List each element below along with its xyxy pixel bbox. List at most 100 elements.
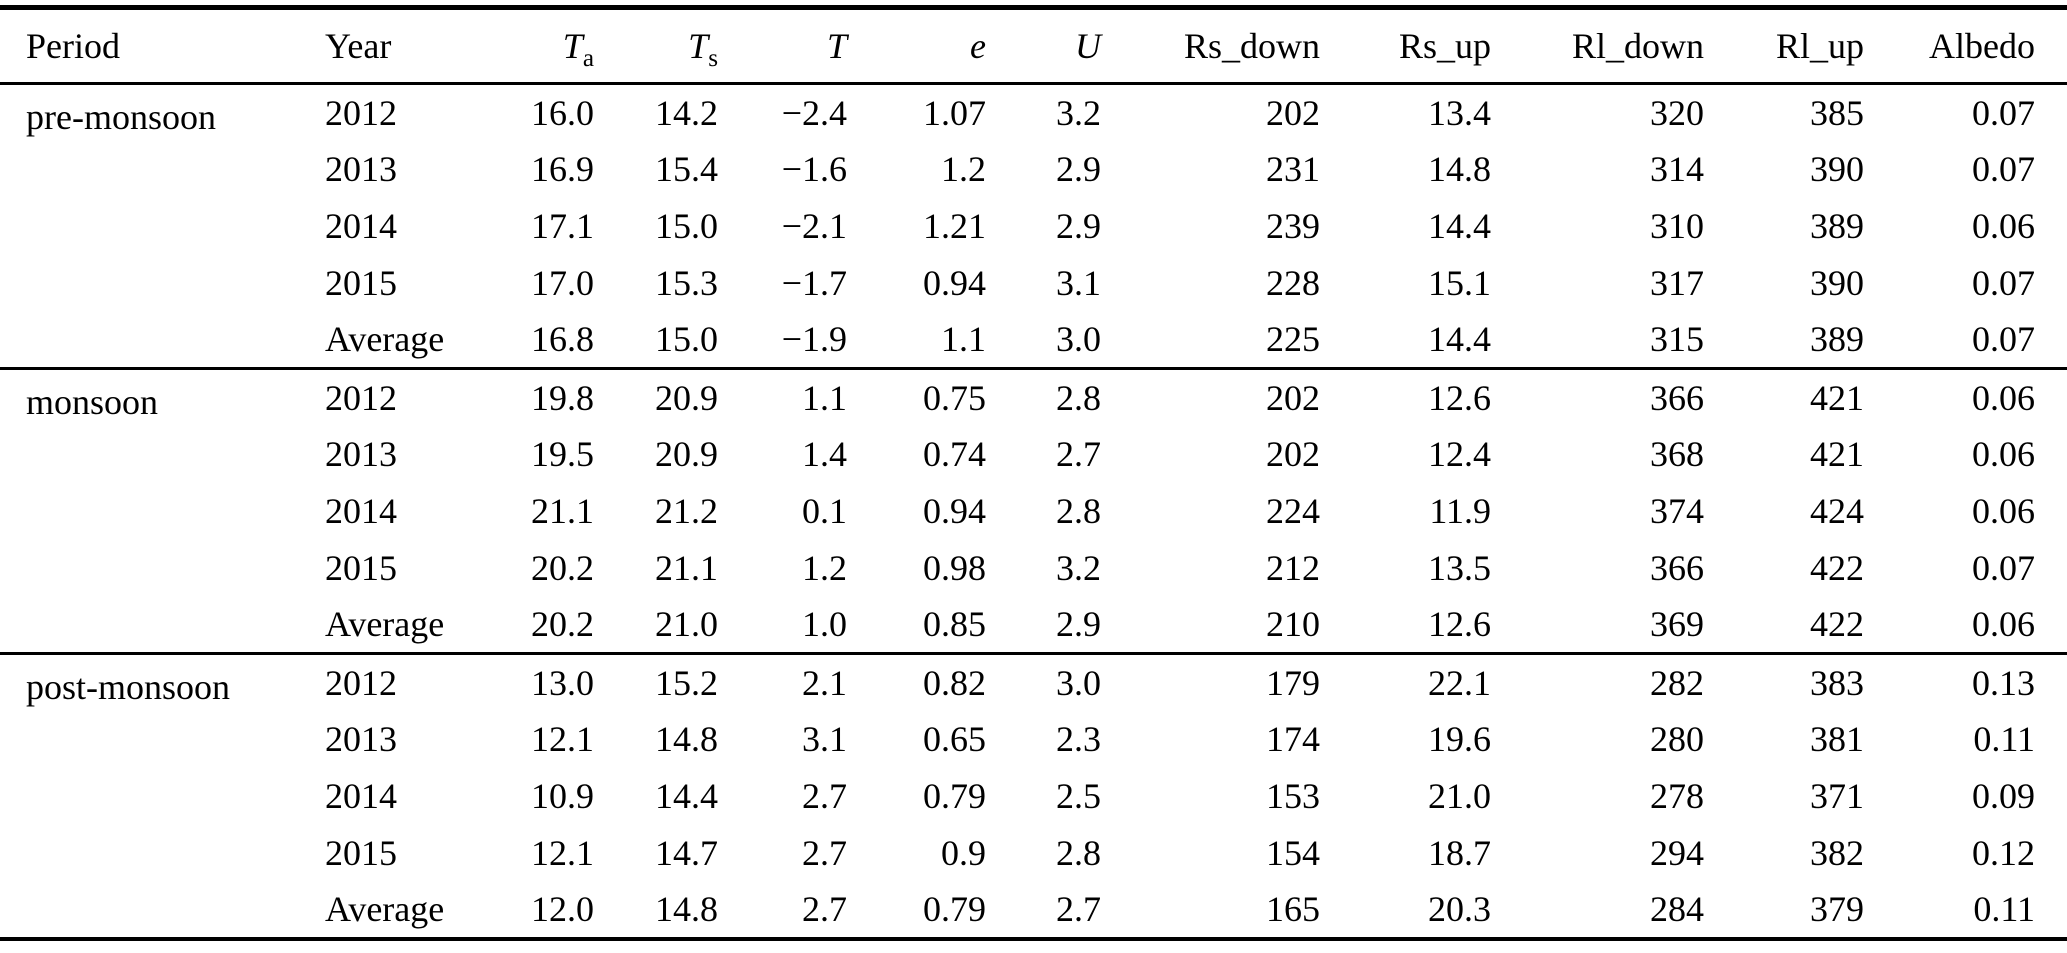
data-cell-t: 0.1 — [802, 491, 847, 531]
table-row: 2014 17.1 15.0 −2.1 1.21 2.9 239 14.4 310 389 0.06 — [0, 198, 2067, 255]
data-cell-ta: 12.1 — [531, 719, 594, 759]
data-cell-rl_up: 383 — [1704, 652, 1864, 711]
data-cell-u: 3.2 — [1056, 548, 1101, 588]
data-cell-u: 3.1 — [1056, 263, 1101, 303]
data-cell-t: 1.0 — [802, 604, 847, 645]
data-cell-albedo: 0.12 — [1972, 833, 2035, 873]
data-cell-u: 2.9 — [1056, 206, 1101, 246]
data-cell-rl_down: 282 — [1491, 652, 1704, 711]
data-cell-rl_up: 381 — [1810, 719, 1864, 759]
data-cell-u: 2.8 — [986, 367, 1101, 426]
data-cell-rl_down: 369 — [1650, 604, 1704, 645]
data-cell-rs_down: 239 — [1266, 206, 1320, 246]
header-cell-rl_down: Rl_down — [1491, 7, 1704, 85]
data-cell-ts: 20.9 — [655, 434, 718, 474]
table-row: monsoon 2012 19.8 20.9 1.1 0.75 2.8 202 12.6 366 4… — [0, 367, 2067, 654]
data-cell-albedo: 0.07 — [1972, 548, 2035, 588]
data-cell-rs_down: 165 — [1266, 889, 1320, 929]
data-cell-e: 0.65 — [923, 719, 986, 759]
data-cell-rl_down: 315 — [1650, 319, 1704, 360]
table-row: 2014 10.9 14.4 2.7 0.79 2.5 153 21.0 278 371 0.09 — [0, 768, 2067, 825]
data-cell-rs_up: 18.7 — [1428, 833, 1491, 873]
data-cell-rs_down: 231 — [1266, 149, 1320, 189]
data-cell-rs_down: 202 — [1266, 92, 1320, 133]
data-cell-rs_down: 224 — [1266, 491, 1320, 531]
table-row: Average 20.2 21.0 1.0 0.85 2.9 210 12.6 369 422 0.… — [0, 597, 2067, 654]
data-cell-u: 3.0 — [986, 652, 1101, 711]
header-cell-rl_up: Rl_up — [1704, 7, 1864, 85]
data-cell-ts: 15.0 — [655, 206, 718, 246]
data-cell-ta: 16.8 — [531, 319, 594, 360]
data-cell-e: 0.98 — [923, 548, 986, 588]
header-cell-u: U — [986, 7, 1101, 85]
data-cell-e: 1.21 — [923, 206, 986, 246]
data-cell-ts: 21.2 — [655, 491, 718, 531]
data-cell-u: 2.9 — [1056, 149, 1101, 189]
data-cell-t: −2.4 — [781, 92, 847, 133]
data-cell-rl_down: 366 — [1491, 367, 1704, 426]
data-cell-ts: 14.2 — [655, 92, 718, 133]
data-cell-rs_up: 15.1 — [1428, 263, 1491, 303]
table-row: 2015 17.0 15.3 −1.7 0.94 3.1 228 15.1 317 390 0.07 — [0, 255, 2067, 312]
data-cell-u: 2.8 — [1056, 833, 1101, 873]
data-cell-e: 1.1 — [941, 319, 986, 360]
data-cell-u: 2.5 — [1056, 776, 1101, 816]
period-cell: post-monsoon — [0, 652, 325, 939]
data-cell-u: 2.7 — [1056, 889, 1101, 929]
data-cell-rl_down: 366 — [1650, 548, 1704, 588]
data-cell-t: 2.7 — [802, 833, 847, 873]
data-cell-rs_down: 153 — [1266, 776, 1320, 816]
table-row: 2014 21.1 21.2 0.1 0.94 2.8 224 11.9 374 424 0.06 — [0, 483, 2067, 540]
data-cell-rs_up: 13.4 — [1428, 92, 1491, 133]
data-cell-albedo: 0.06 — [1864, 367, 2067, 426]
year-cell: 2015 — [325, 263, 397, 303]
header-cell-ts: Ts — [594, 7, 718, 85]
data-cell-ts: 14.8 — [655, 889, 718, 929]
data-cell-rs_down: 174 — [1266, 719, 1320, 759]
header-cell-rs_up: Rs_up — [1320, 7, 1491, 85]
data-cell-e: 0.94 — [923, 263, 986, 303]
data-cell-albedo: 0.06 — [1972, 206, 2035, 246]
data-cell-t: −2.1 — [781, 206, 847, 246]
data-cell-rs_up: 12.6 — [1320, 367, 1491, 426]
data-cell-ta: 10.9 — [531, 776, 594, 816]
table-row: 2015 12.1 14.7 2.7 0.9 2.8 154 18.7 294 382 0.12 — [0, 825, 2067, 882]
year-cell: 2015 — [325, 548, 397, 588]
data-cell-rs_down: 202 — [1101, 367, 1320, 426]
data-cell-t: 1.2 — [802, 548, 847, 588]
data-cell-rl_up: 424 — [1810, 491, 1864, 531]
data-cell-e: 1.2 — [941, 149, 986, 189]
table-row: 2013 16.9 15.4 −1.6 1.2 2.9 231 14.8 314 390 0.07 — [0, 141, 2067, 198]
data-cell-albedo: 0.06 — [1972, 434, 2035, 474]
data-cell-ta: 16.0 — [531, 92, 594, 133]
year-cell: 2013 — [325, 434, 397, 474]
year-cell: Average — [325, 889, 445, 929]
header-cell-period: Period — [0, 7, 325, 85]
data-cell-ts: 15.0 — [655, 319, 718, 360]
data-cell-rl_down: 374 — [1650, 491, 1704, 531]
data-cell-rl_up: 422 — [1810, 548, 1864, 588]
header-cell-albedo: Albedo — [1864, 7, 2067, 85]
data-cell-albedo: 0.11 — [1973, 719, 2035, 759]
year-cell: 2013 — [325, 719, 397, 759]
data-cell-e: 0.74 — [923, 434, 986, 474]
data-cell-ta: 17.1 — [531, 206, 594, 246]
data-cell-rl_down: 310 — [1650, 206, 1704, 246]
data-cell-albedo: 0.06 — [1972, 491, 2035, 531]
data-cell-rl_down: 280 — [1650, 719, 1704, 759]
data-cell-u: 2.9 — [1056, 604, 1101, 645]
data-cell-albedo: 0.09 — [1972, 776, 2035, 816]
data-cell-ta: 12.1 — [531, 833, 594, 873]
data-cell-rl_up: 371 — [1810, 776, 1864, 816]
data-cell-rs_up: 12.6 — [1428, 604, 1491, 645]
data-cell-ta: 19.5 — [531, 434, 594, 474]
data-cell-e: 0.75 — [847, 367, 986, 426]
data-cell-ta: 17.0 — [531, 263, 594, 303]
data-cell-rl_up: 421 — [1704, 367, 1864, 426]
data-cell-rs_up: 14.4 — [1428, 206, 1491, 246]
table-row: pre-monsoon 2012 16.0 14.2 −2.4 1.07 3.2 202 13.… — [0, 84, 2067, 141]
